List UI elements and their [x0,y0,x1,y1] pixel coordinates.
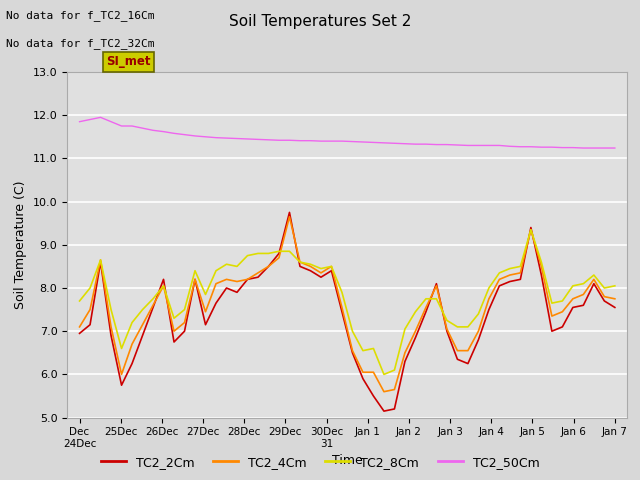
X-axis label: Time: Time [332,455,363,468]
Legend: TC2_2Cm, TC2_4Cm, TC2_8Cm, TC2_50Cm: TC2_2Cm, TC2_4Cm, TC2_8Cm, TC2_50Cm [95,451,545,474]
Text: No data for f_TC2_16Cm: No data for f_TC2_16Cm [6,10,155,21]
Text: SI_met: SI_met [106,55,151,68]
Text: No data for f_TC2_32Cm: No data for f_TC2_32Cm [6,38,155,49]
Y-axis label: Soil Temperature (C): Soil Temperature (C) [14,180,27,309]
Text: Soil Temperatures Set 2: Soil Temperatures Set 2 [229,14,411,29]
